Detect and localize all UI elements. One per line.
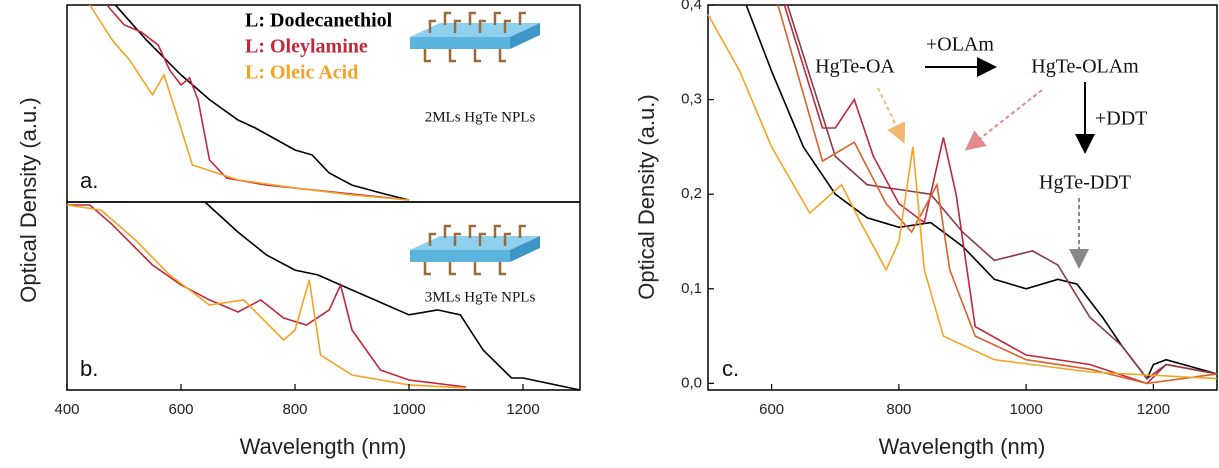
nanoplatelet-icon [408,11,542,63]
annotation: HgTe-OA [815,56,895,78]
spectrum-line [707,14,1218,380]
legend-entry: L: Oleylamine [245,36,368,58]
x-axis-label: Wavelength (nm) [879,434,1046,459]
y-tick-label: 0,3 [681,91,702,108]
spectrum-line [114,4,410,201]
annotation: 2MLs HgTe NPLs [425,109,536,125]
annotation: c. [722,356,739,381]
y-tick-label: 0,2 [681,185,702,202]
annotation: HgTe-OLAm [1031,56,1139,78]
arrow [877,87,906,144]
nanoplatelet-icon [408,224,542,276]
annotation: +OLAm [926,34,994,56]
spectrum-line [66,204,467,389]
x-tick-label: 1200 [506,401,539,418]
x-tick-label: 1000 [392,401,425,418]
x-tick-label: 400 [54,401,79,418]
spectrum-line [106,4,410,201]
x-tick-label: 800 [282,401,307,418]
annotation: a. [80,168,98,193]
annotation: HgTe-DDT [1039,172,1131,194]
annotation: b. [80,356,98,381]
annotation: +DDT [1095,108,1147,130]
spectrum-line [204,201,581,391]
legend-entry: L: Oleic Acid [245,62,358,84]
spectrum-line [777,4,1218,385]
plot-frame [66,201,581,391]
x-tick-label: 600 [168,401,193,418]
spectrum-line [67,204,467,388]
y-tick-label: 0,0 [681,374,702,391]
spectrum-line [745,4,1218,381]
spectrum-line [786,4,1218,380]
y-axis-label: Optical Density (a.u.) [16,97,41,302]
legend-entry: L: Dodecanethiol [245,10,393,32]
arrow [964,89,1043,151]
x-axis-label: Wavelength (nm) [240,434,407,459]
annotation: 3MLs HgTe NPLs [425,289,536,305]
plot-frame [707,4,1218,391]
y-tick-label: 0,4 [681,0,702,13]
x-tick-label: 1200 [1137,401,1170,418]
spectrum-line [89,4,410,201]
x-tick-label: 800 [886,401,911,418]
y-tick-label: 0,1 [681,280,702,297]
x-tick-label: 600 [759,401,784,418]
spectrum-line [783,4,1218,385]
x-tick-label: 1000 [1009,401,1042,418]
y-axis-label: Optical Density (a.u.) [634,94,659,299]
